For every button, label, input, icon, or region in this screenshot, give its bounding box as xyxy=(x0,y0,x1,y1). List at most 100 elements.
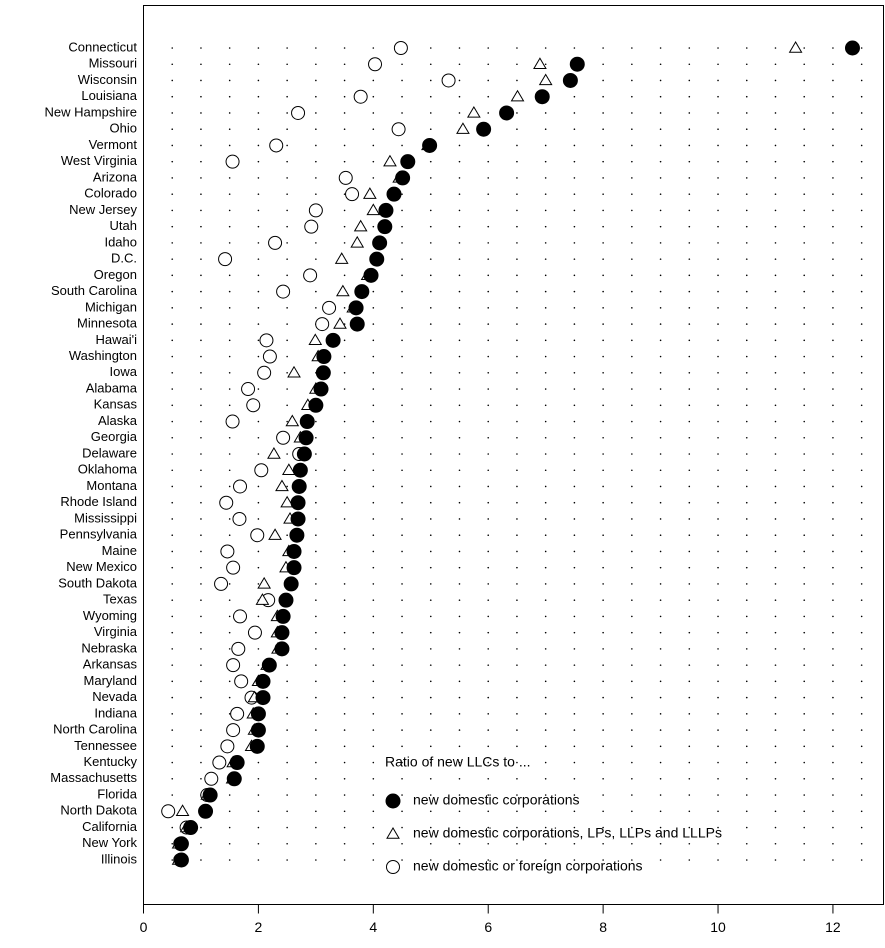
grid-dot xyxy=(487,274,490,277)
grid-dot xyxy=(315,859,317,861)
grid-dot xyxy=(516,453,518,455)
grid-dot xyxy=(315,745,317,748)
grid-dot xyxy=(832,615,834,618)
grid-dot xyxy=(228,112,231,114)
grid-dot xyxy=(544,193,547,195)
grid-dot xyxy=(171,729,174,731)
category-label: Mississippi xyxy=(74,510,137,525)
grid-dot xyxy=(688,95,691,98)
grid-dot xyxy=(631,745,633,748)
grid-dot xyxy=(860,112,863,114)
grid-dot xyxy=(343,47,346,49)
grid-dot xyxy=(171,696,174,699)
grid-dot xyxy=(171,388,174,390)
grid-dot xyxy=(602,307,604,309)
grid-dot xyxy=(516,859,518,861)
circle-marker xyxy=(289,527,305,543)
grid-dot xyxy=(228,453,231,455)
grid-dot xyxy=(573,323,576,325)
grid-dot xyxy=(200,550,202,553)
grid-dot xyxy=(401,810,403,813)
grid-dot xyxy=(832,680,834,683)
grid-dot xyxy=(659,242,662,244)
grid-dot xyxy=(573,193,576,195)
grid-dot xyxy=(688,566,691,569)
grid-dot xyxy=(631,648,633,650)
circle-marker xyxy=(290,511,306,527)
triangle-marker xyxy=(353,219,368,232)
legend-marker xyxy=(386,860,400,874)
grid-dot xyxy=(516,599,518,601)
grid-dot xyxy=(257,778,260,780)
triangle-marker xyxy=(362,187,377,199)
grid-dot xyxy=(516,761,518,764)
grid-dot xyxy=(803,761,806,764)
grid-dot xyxy=(228,242,231,244)
grid-dot xyxy=(343,729,346,731)
grid-dot xyxy=(688,160,691,163)
grid-dot xyxy=(228,209,231,212)
grid-dot xyxy=(688,534,691,536)
grid-dot xyxy=(602,664,604,666)
grid-dot xyxy=(487,339,490,342)
grid-dot xyxy=(659,404,662,407)
grid-dot xyxy=(257,826,260,829)
triangle-marker xyxy=(533,57,547,69)
grid-dot xyxy=(602,209,604,212)
grid-dot xyxy=(429,47,432,49)
grid-dot xyxy=(745,729,748,731)
category-label: Kansas xyxy=(94,397,138,412)
grid-dot xyxy=(315,128,317,130)
grid-dot xyxy=(429,323,432,325)
triangle-marker xyxy=(788,41,803,53)
grid-dot xyxy=(688,842,691,845)
grid-dot xyxy=(315,307,317,309)
grid-dot xyxy=(544,355,547,358)
grid-dot xyxy=(602,453,604,455)
grid-dot xyxy=(745,469,748,472)
grid-dot xyxy=(401,664,403,666)
grid-dot xyxy=(659,274,662,277)
grid-dot xyxy=(860,518,863,520)
grid-dot xyxy=(286,778,288,780)
circle-marker xyxy=(315,365,331,381)
grid-dot xyxy=(745,615,748,618)
grid-dot xyxy=(429,372,432,374)
grid-dot xyxy=(832,566,834,569)
grid-dot xyxy=(659,534,662,536)
grid-dot xyxy=(803,193,806,195)
grid-dot xyxy=(516,323,518,325)
grid-dot xyxy=(401,566,403,569)
grid-dot xyxy=(257,290,260,293)
grid-dot xyxy=(631,713,633,715)
grid-dot xyxy=(774,193,777,195)
grid-dot xyxy=(631,160,633,163)
circle-marker xyxy=(441,73,456,88)
circle-marker xyxy=(255,690,271,706)
grid-dot xyxy=(803,144,806,147)
category-label: Utah xyxy=(110,218,137,233)
grid-dot xyxy=(860,729,863,731)
grid-dot xyxy=(458,209,461,212)
grid-dot xyxy=(688,144,691,147)
grid-dot xyxy=(429,664,432,666)
grid-dot xyxy=(343,339,346,342)
grid-dot xyxy=(860,420,863,423)
grid-dot xyxy=(516,47,518,49)
grid-dot xyxy=(803,469,806,472)
grid-dot xyxy=(228,144,231,147)
grid-dot xyxy=(717,63,719,66)
grid-dot xyxy=(602,534,604,536)
grid-dot xyxy=(401,274,403,277)
grid-dot xyxy=(860,290,863,293)
grid-dot xyxy=(315,648,317,650)
grid-dot xyxy=(544,631,547,634)
circle-marker xyxy=(226,771,242,787)
grid-dot xyxy=(372,615,375,618)
grid-dot xyxy=(200,274,202,277)
grid-dot xyxy=(257,436,260,439)
grid-dot xyxy=(458,177,461,179)
grid-dot xyxy=(171,680,174,683)
grid-dot xyxy=(171,550,174,553)
grid-dot xyxy=(487,63,490,66)
